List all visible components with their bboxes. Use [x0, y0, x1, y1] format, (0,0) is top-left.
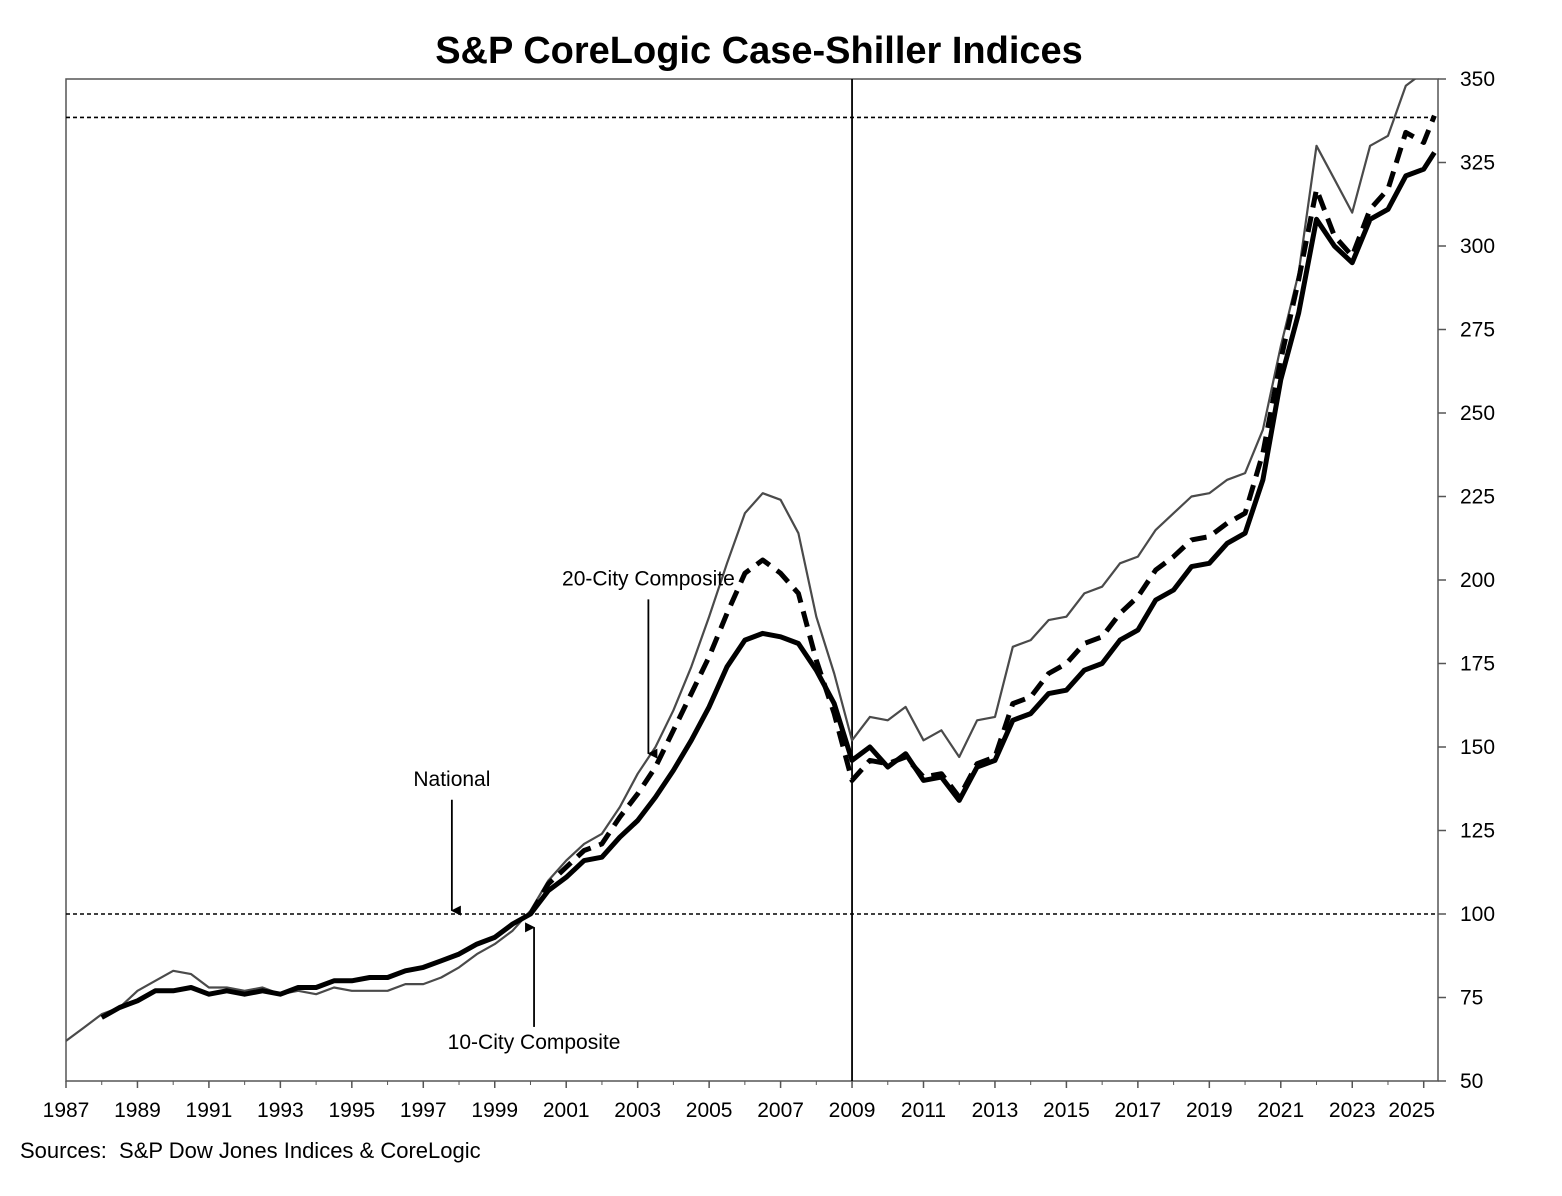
x-tick-label: 2019 — [1186, 1099, 1233, 1122]
y-tick-label: 200 — [1460, 569, 1495, 592]
series-layer — [66, 79, 1437, 1042]
x-tick-label: 2025 — [1388, 1099, 1435, 1122]
x-tick-label: 1989 — [114, 1099, 161, 1122]
x-tick-label: 1987 — [43, 1099, 90, 1122]
x-tick-label: 2021 — [1257, 1099, 1304, 1122]
x-tick-label: 1991 — [186, 1099, 233, 1122]
series-line-20-city-composite — [528, 114, 1437, 916]
reference-lines — [66, 79, 1438, 1081]
x-axis: 1987 1989 1991 1993 1995 1997 1999 2001 2003 2005… — [43, 1081, 1435, 1122]
y-tick-label: 100 — [1460, 903, 1495, 926]
x-tick-label: 1995 — [328, 1099, 375, 1122]
x-tick-label: 2009 — [829, 1099, 876, 1122]
y-tick-label: 300 — [1460, 235, 1495, 258]
x-tick-label: 1999 — [471, 1099, 518, 1122]
y-tick-label: 325 — [1460, 152, 1495, 175]
y-tick-label: 250 — [1460, 402, 1495, 425]
x-tick-label: 2015 — [1043, 1099, 1090, 1122]
y-tick-label: 50 — [1460, 1070, 1483, 1093]
x-tick-label: 2017 — [1115, 1099, 1162, 1122]
y-tick-label: 350 — [1460, 68, 1495, 91]
source-note: Sources: S&P Dow Jones Indices & CoreLog… — [20, 1138, 481, 1163]
x-tick-label: 2013 — [972, 1099, 1019, 1122]
y-tick-label: 75 — [1460, 987, 1483, 1010]
x-tick-label: 1993 — [257, 1099, 304, 1122]
series-line-10-city-composite — [66, 79, 1417, 1042]
x-tick-label: 2005 — [686, 1099, 733, 1122]
x-tick-label: 2007 — [757, 1099, 804, 1122]
x-tick-label: 2011 — [901, 1099, 946, 1122]
x-tick-label: 1997 — [400, 1099, 447, 1122]
x-tick-label: 2001 — [543, 1099, 590, 1122]
y-tick-label: 275 — [1460, 319, 1495, 342]
y-tick-label: 150 — [1460, 736, 1495, 759]
annotation-label-national: National — [413, 768, 490, 791]
y-axis: 350 325 300 275 250 225 200 175 150 125 100 75 50 — [1438, 68, 1495, 1093]
y-tick-label: 125 — [1460, 820, 1495, 843]
x-tick-label: 2023 — [1329, 1099, 1376, 1122]
x-tick-label: 2003 — [614, 1099, 661, 1122]
annotations: 20-City Composite National 10-City Composi… — [413, 567, 734, 1054]
annotation-label-10-city-composite: 10-City Composite — [448, 1031, 621, 1054]
plot-area-frame — [65, 78, 1439, 1082]
y-tick-label: 175 — [1460, 653, 1495, 676]
annotation-label-20-city-composite: 20-City Composite — [562, 567, 735, 590]
series-line-national — [100, 151, 1437, 1020]
chart-title: S&P CoreLogic Case-Shiller Indices — [435, 30, 1083, 72]
y-tick-label: 225 — [1460, 486, 1495, 509]
